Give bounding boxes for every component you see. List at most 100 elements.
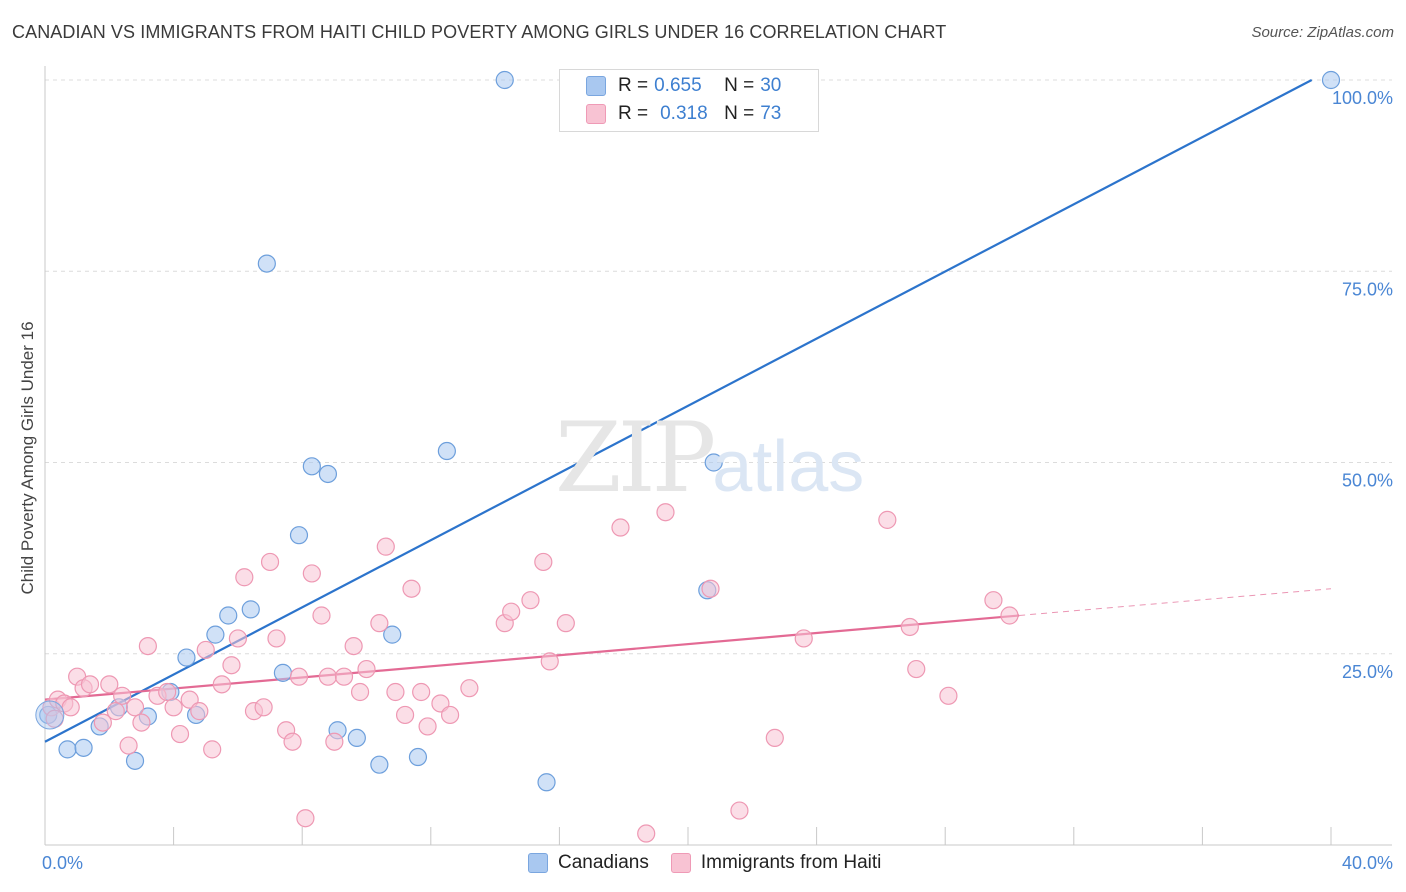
data-point: [701, 579, 720, 598]
data-point: [222, 656, 241, 675]
data-point: [939, 686, 958, 705]
data-point: [125, 751, 145, 770]
legend-swatch-haiti: [670, 853, 691, 873]
legend-r-value: 0.655: [654, 75, 702, 96]
data-point: [637, 824, 656, 843]
data-point: [235, 568, 254, 587]
legend-n-label: N =: [724, 103, 755, 124]
data-point: [212, 675, 231, 694]
data-point: [241, 600, 260, 619]
legend-label-canadians: Canadians: [558, 852, 649, 873]
data-point: [158, 682, 177, 702]
y-tick-label: 50.0%: [1342, 471, 1393, 491]
data-point: [460, 679, 479, 698]
chart-title: CANADIAN VS IMMIGRANTS FROM HAITI CHILD …: [12, 22, 947, 42]
legend-item-canadians[interactable]: Canadians: [528, 852, 649, 874]
legend-swatch-haiti: [586, 104, 606, 124]
data-point: [344, 636, 363, 656]
data-point: [296, 809, 315, 828]
trend-line-canadians: [44, 79, 1313, 743]
legend-n-value: 73: [760, 103, 782, 124]
data-point: [878, 510, 897, 529]
data-point: [440, 705, 460, 725]
legend-label-haiti: Immigrants from Haiti: [700, 852, 882, 873]
data-point: [302, 564, 321, 583]
data-point: [254, 698, 273, 717]
legend-item-haiti[interactable]: Immigrants from Haiti: [670, 852, 882, 874]
data-point: [386, 682, 405, 702]
tick-labels: 25.0% 50.0% 75.0% 100.0% 0.0% 40.0%: [42, 88, 1393, 873]
data-point: [907, 659, 926, 679]
data-point: [113, 686, 132, 705]
data-point: [125, 698, 145, 717]
data-point: [984, 591, 1003, 610]
data-point: [402, 579, 421, 598]
data-point: [177, 648, 196, 667]
data-point: [257, 254, 276, 273]
series-haiti: [42, 503, 1019, 843]
data-point: [794, 629, 813, 648]
data-point: [357, 659, 376, 679]
legend-r-label: R =: [618, 103, 649, 124]
y-tick-label: 100.0%: [1332, 88, 1393, 108]
data-point-cluster: [35, 700, 65, 730]
data-point: [395, 705, 415, 725]
data-point: [611, 518, 630, 537]
data-point: [370, 614, 389, 633]
data-point: [93, 713, 112, 732]
stats-legend: R = 0.655 N = 30 R = 0.318 N = 73: [559, 69, 819, 132]
data-point: [383, 625, 402, 644]
watermark: ZIPatlas: [555, 402, 865, 514]
data-point: [765, 728, 784, 748]
data-point: [556, 614, 575, 633]
data-point: [412, 682, 431, 702]
data-point: [302, 457, 321, 476]
source-label: Source: ZipAtlas.com: [1251, 24, 1394, 41]
data-point: [495, 70, 514, 90]
data-point: [437, 441, 456, 461]
data-point: [730, 801, 749, 820]
data-point: [350, 682, 370, 702]
data-point: [376, 537, 395, 556]
data-points: [35, 70, 1341, 843]
data-point: [318, 464, 338, 484]
data-point: [1321, 70, 1341, 90]
data-point: [267, 629, 286, 648]
data-point: [325, 732, 344, 751]
data-point: [370, 755, 389, 774]
data-point: [289, 667, 309, 686]
data-point: [318, 667, 338, 686]
data-point: [521, 591, 540, 610]
data-point: [1000, 606, 1019, 625]
data-point: [170, 724, 190, 744]
data-point: [106, 702, 125, 721]
data-point: [58, 740, 77, 759]
y-tick-label: 25.0%: [1342, 662, 1393, 682]
legend-r-label: R =: [618, 75, 649, 96]
data-point: [537, 773, 556, 792]
legend-swatch-canadians: [528, 853, 548, 873]
data-point: [228, 629, 247, 648]
gridlines: [45, 79, 1392, 655]
data-point: [334, 667, 354, 686]
trend-line-haiti: [44, 614, 1020, 701]
data-point: [164, 698, 183, 717]
legend-n-value: 30: [760, 75, 782, 96]
data-point: [80, 675, 100, 694]
data-point: [283, 732, 302, 751]
data-point: [312, 606, 331, 625]
legend-n-label: N =: [724, 75, 755, 96]
legend-row-haiti: R = 0.318 N = 73: [586, 102, 781, 126]
data-point: [219, 606, 238, 625]
data-point: [132, 713, 151, 732]
x-tick-label: 0.0%: [42, 853, 83, 873]
data-point: [418, 717, 437, 736]
legend-r-value: 0.318: [660, 103, 708, 124]
data-point: [196, 640, 215, 660]
data-point: [203, 740, 222, 759]
data-point: [289, 526, 309, 545]
data-point: [656, 503, 675, 522]
data-point: [534, 552, 553, 572]
trend-line-haiti-extension: [1019, 588, 1332, 616]
data-point: [100, 675, 119, 694]
